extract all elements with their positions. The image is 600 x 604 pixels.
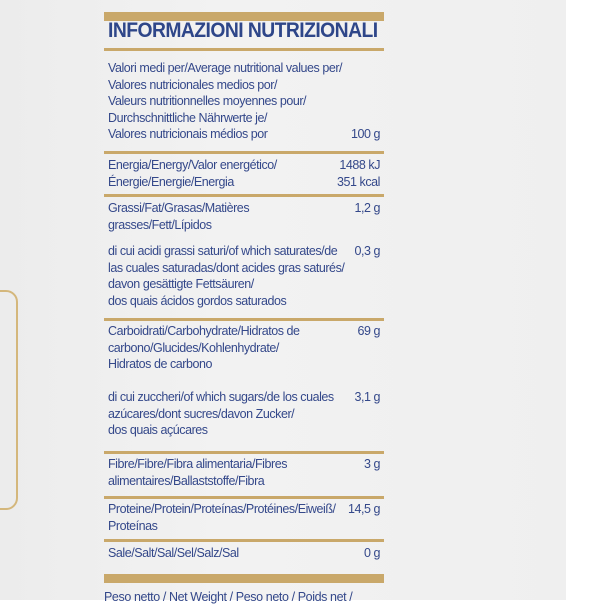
protein-row: Proteine/Protein/Proteínas/Protéines/Eiw… — [108, 502, 380, 533]
fibre-row: Fibre/Fibre/Fibra alimentaria/Fibres ali… — [108, 457, 380, 488]
rule — [104, 539, 384, 542]
energy-kcal: 351 kcal — [337, 174, 380, 189]
fat-row: Grassi/Fat/Grasas/Matières grasses/Fett/… — [108, 201, 380, 232]
salt-row: Sale/Salt/Sal/Sel/Salz/Sal 0 g — [108, 546, 380, 560]
rule — [104, 151, 384, 154]
label-title: INFORMAZIONI NUTRIZIONALI — [108, 19, 378, 42]
package-surface — [0, 0, 566, 600]
carbohydrate-row: Carboidrati/Carbohydrate/Hidratos de car… — [108, 324, 380, 371]
saturates-row: di cui acidi grassi saturi/of which satu… — [108, 244, 380, 308]
per-amount: 100 g — [350, 127, 380, 141]
energy-row: Energia/Energy/Valor energético/ Énergie… — [108, 158, 380, 189]
rule-top — [104, 12, 384, 21]
rule — [104, 451, 384, 454]
side-panel-border — [0, 290, 18, 510]
rule-bottom — [104, 574, 384, 583]
rule — [104, 496, 384, 499]
rule — [104, 318, 384, 321]
net-weight-label: Peso netto / Net Weight / Peso neto / Po… — [104, 590, 353, 604]
sugars-row: di cui zuccheri/of which sugars/de los c… — [108, 390, 380, 437]
rule — [104, 194, 384, 197]
rule — [104, 48, 384, 51]
energy-kj: 1488 kJ — [339, 158, 380, 172]
header-row: Valori medi per/Average nutritional valu… — [108, 61, 380, 141]
